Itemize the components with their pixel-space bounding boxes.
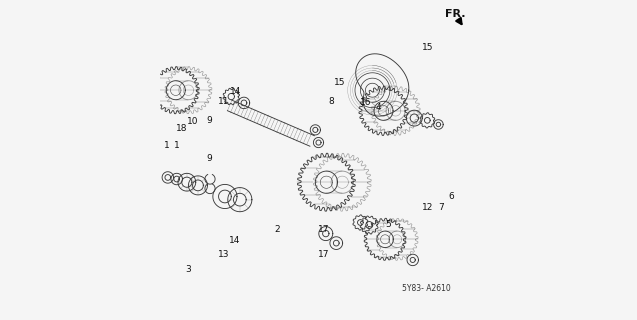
Text: 1: 1	[173, 141, 179, 150]
Text: 11: 11	[218, 97, 229, 106]
Text: 9: 9	[206, 154, 212, 163]
Text: FR.: FR.	[445, 9, 466, 19]
Text: 17: 17	[317, 251, 329, 260]
Text: 15: 15	[334, 78, 345, 87]
Text: 1: 1	[164, 141, 169, 150]
Text: 15: 15	[422, 43, 434, 52]
Text: 5Y83- A2610: 5Y83- A2610	[402, 284, 451, 293]
Text: 12: 12	[422, 203, 434, 212]
Text: 14: 14	[231, 87, 241, 96]
Text: 6: 6	[449, 192, 455, 201]
Text: 9: 9	[206, 116, 212, 124]
Text: 8: 8	[328, 97, 334, 106]
Text: 10: 10	[187, 117, 199, 126]
Text: 2: 2	[275, 225, 280, 234]
Text: 18: 18	[176, 124, 188, 132]
Text: 7: 7	[438, 203, 443, 212]
Text: 14: 14	[229, 236, 240, 245]
Text: 4: 4	[376, 103, 382, 112]
Text: 5: 5	[385, 220, 391, 229]
Text: 16: 16	[361, 98, 372, 107]
Text: 13: 13	[218, 251, 229, 260]
Text: 3: 3	[185, 265, 191, 274]
Text: 17: 17	[317, 225, 329, 234]
